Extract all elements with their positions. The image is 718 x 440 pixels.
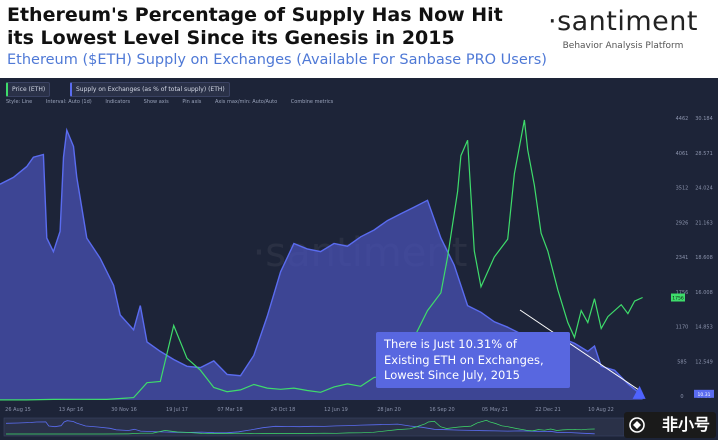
corner-badge: 非小号 — [624, 412, 716, 438]
price-series-line — [0, 119, 643, 401]
chart-panel: ·santiment446240613512292623411756117058… — [0, 78, 718, 440]
brand-tagline: Behavior Analysis Platform — [562, 41, 684, 51]
toolbar-axis-minmax[interactable]: Axis max/min: Auto/Auto — [215, 99, 278, 105]
supply-current-label: 10.31 — [698, 392, 711, 398]
x-axis-tick-label: 19 Jul 17 — [166, 407, 188, 413]
x-axis-tick-label: 30 Nov 16 — [111, 407, 137, 413]
legend-chip-supply[interactable]: Supply on Exchanges (as % of total suppl… — [70, 82, 230, 97]
supply-axis-tick-label: 21.163 — [695, 220, 713, 226]
santiment-logo: ·santiment Behavior Analysis Platform — [538, 6, 708, 51]
chart-toolbar: Style: Line Interval: Auto (1d) Indicato… — [6, 99, 345, 105]
callout-line-3: Lowest Since July, 2015 — [384, 368, 520, 382]
navigator-supply-line — [5, 420, 595, 435]
x-axis-tick-label: 05 May 21 — [482, 407, 508, 413]
callout-pointer-line — [519, 309, 639, 391]
supply-axis-tick-label: 28.571 — [695, 151, 713, 157]
toolbar-indicators[interactable]: Indicators — [105, 99, 131, 105]
price-axis-tick-label: 3512 — [676, 186, 689, 192]
x-axis-tick-label: 12 Jun 19 — [324, 407, 348, 413]
annotation-callout: There is Just 10.31% of Existing ETH on … — [376, 332, 570, 388]
price-axis-tick-label: 4462 — [676, 116, 689, 122]
toolbar-show-axis[interactable]: Show axis — [143, 99, 169, 105]
chart-subtitle: Ethereum ($ETH) Supply on Exchanges (Ava… — [7, 52, 547, 68]
price-axis-tick-label: 585 — [677, 359, 687, 365]
price-axis-tick-label: 0 — [680, 394, 683, 400]
corner-badge-text: 非小号 — [661, 415, 710, 434]
supply-axis-tick-label: 24.024 — [695, 186, 713, 192]
supply-axis-tick-label: 30.184 — [695, 116, 713, 122]
x-axis-tick-label: 16 Sep 20 — [429, 407, 454, 413]
toolbar-style[interactable]: Style: Line — [6, 99, 33, 105]
chart-header: Ethereum's Percentage of Supply Has Now … — [0, 0, 718, 78]
toolbar-pin-axis[interactable]: Pin axis — [182, 99, 202, 105]
price-axis-tick-label: 1170 — [676, 325, 689, 331]
x-axis-tick-label: 10 Aug 22 — [588, 407, 614, 413]
callout-line-1: There is Just 10.31% of — [384, 337, 517, 351]
x-axis-tick-label: 07 Mar 18 — [217, 407, 242, 413]
x-axis-tick-label: 24 Oct 18 — [271, 407, 296, 413]
legend-chip-price[interactable]: Price (ETH) — [6, 82, 51, 97]
supply-current-badge — [694, 389, 714, 398]
supply-axis-tick-label: 12.549 — [695, 359, 713, 365]
supply-axis-tick-label: 16.008 — [695, 290, 713, 296]
supply-axis-tick-label: 18.608 — [695, 255, 713, 261]
x-axis-tick-label: 26 Aug 15 — [5, 407, 31, 413]
toolbar-interval[interactable]: Interval: Auto (1d) — [45, 99, 92, 105]
x-axis-tick-label: 22 Dec 21 — [535, 407, 561, 413]
callout-line-2: Existing ETH on Exchanges, — [384, 352, 544, 367]
price-current-badge — [671, 293, 685, 302]
supply-axis-tick-label: 14.853 — [695, 325, 713, 331]
price-axis-tick-label: 2341 — [676, 255, 689, 261]
price-axis-tick-label: 1756 — [676, 290, 689, 296]
price-current-label: 1756 — [672, 296, 684, 302]
navigator-price-line — [6, 419, 595, 435]
badge-logo-icon — [629, 417, 645, 433]
x-axis-tick-label: 13 Apr 16 — [59, 407, 84, 413]
chart-title: Ethereum's Percentage of Supply Has Now … — [7, 4, 503, 49]
callout-pointer-arrow — [632, 385, 646, 399]
brand-name: ·santiment — [547, 6, 698, 37]
x-axis-tick-label: 28 Jan 20 — [377, 407, 401, 413]
price-axis-tick-label: 4061 — [676, 151, 689, 157]
toolbar-combine-metrics[interactable]: Combine metrics — [290, 99, 334, 105]
chart-canvas: ·santiment446240613512292623411756117058… — [0, 116, 714, 437]
price-axis-tick-label: 2926 — [676, 220, 689, 226]
